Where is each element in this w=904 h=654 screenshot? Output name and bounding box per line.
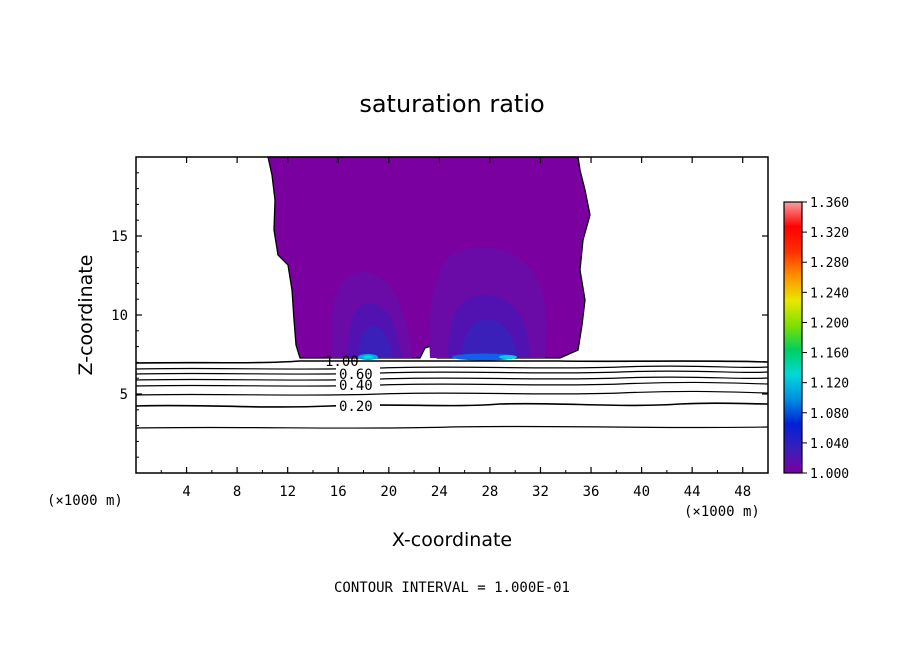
x-tick-label: 32	[532, 484, 549, 500]
x-axis-label: X-coordinate	[392, 529, 512, 551]
x-tick-label: 48	[734, 484, 751, 500]
y-axis: 5 10 15	[111, 172, 768, 458]
colorbar-label: 1.080	[810, 407, 849, 422]
y-tick-label: 5	[120, 387, 128, 403]
colorbar-label: 1.160	[810, 347, 849, 362]
y-tick-label: 15	[111, 229, 128, 245]
x-unit-label-left: (×1000 m)	[47, 493, 123, 509]
contour-line	[135, 365, 769, 370]
contour-line	[135, 402, 769, 408]
colorbar-label: 1.000	[810, 467, 849, 482]
colorbar-gradient	[783, 201, 803, 474]
x-unit-label-right: (×1000 m)	[684, 504, 760, 520]
maximum-right	[452, 353, 516, 361]
colorbar-label: 1.360	[810, 196, 849, 211]
plot-area: 0.20 0.40 0.60 1.00	[135, 156, 769, 474]
contour-label-bg	[336, 367, 380, 379]
colorbar: 1.360 1.320 1.280 1.240 1.200 1.160 1.120 1.080…	[783, 196, 849, 482]
x-tick-label: 40	[633, 484, 650, 500]
contour-line	[135, 360, 769, 364]
y-axis-label: Z-coordinate	[75, 255, 97, 376]
x-axis: 4 8 12 16 20 24 28 32 36 40 44 48	[160, 157, 751, 500]
maximum-left-core	[363, 355, 373, 359]
contour-label-bg	[336, 378, 380, 391]
x-tick-label: 16	[330, 484, 347, 500]
x-tick-label: 8	[233, 484, 241, 500]
cell-right-inner	[462, 319, 516, 358]
contour-label-040: 0.40	[339, 378, 373, 394]
contour-label-020: 0.20	[339, 399, 373, 415]
colorbar-label: 1.320	[810, 226, 849, 241]
x-tick-label: 44	[684, 484, 701, 500]
colorbar-label: 1.240	[810, 286, 849, 301]
contour-interval-note: CONTOUR INTERVAL = 1.000E-01	[334, 580, 570, 596]
x-tick-label: 12	[279, 484, 296, 500]
contour-lines	[135, 360, 769, 429]
x-tick-label: 20	[380, 484, 397, 500]
colorbar-label: 1.200	[810, 316, 849, 331]
contour-label-bg	[336, 398, 380, 412]
x-tick-label: 24	[431, 484, 448, 500]
colorbar-label: 1.040	[810, 437, 849, 452]
contour-line	[135, 376, 769, 381]
contour-line	[135, 381, 769, 387]
contour-line	[135, 370, 769, 375]
x-tick-label: 4	[182, 484, 190, 500]
contour-label-060: 0.60	[339, 367, 373, 383]
colorbar-label: 1.120	[810, 377, 849, 392]
contour-line	[135, 425, 769, 429]
chart-title: saturation ratio	[359, 90, 544, 118]
x-tick-label: 36	[583, 484, 600, 500]
maximum-right-core	[499, 355, 517, 359]
contour-label-100: 1.00	[325, 354, 359, 370]
cell-left-inner	[358, 325, 392, 358]
x-tick-label: 28	[481, 484, 498, 500]
contour-line	[135, 390, 769, 396]
colorbar-label: 1.280	[810, 256, 849, 271]
y-tick-label: 10	[111, 308, 128, 324]
